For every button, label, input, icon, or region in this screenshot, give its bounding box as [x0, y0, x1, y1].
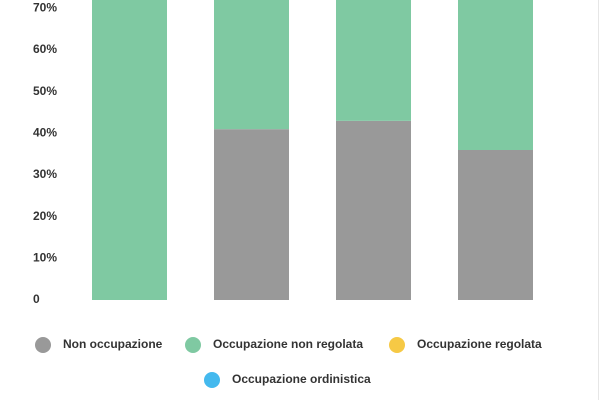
- legend-label: Occupazione non regolata: [213, 337, 363, 351]
- y-tick-label: 0: [33, 292, 40, 306]
- y-tick-label: 50%: [33, 84, 57, 98]
- bar-segment: [336, 0, 411, 121]
- bar-segment: [214, 0, 289, 130]
- bar-segment: [458, 0, 533, 150]
- bar-segment: [458, 150, 533, 300]
- legend-label: Occupazione ordinistica: [232, 372, 371, 386]
- y-tick-label: 60%: [33, 42, 57, 56]
- bar-segment: [336, 120, 411, 300]
- legend-swatch: [185, 337, 201, 353]
- y-tick-label: 30%: [33, 167, 57, 181]
- y-tick-label: 40%: [33, 126, 57, 140]
- legend-swatch: [204, 372, 220, 388]
- legend-label: Occupazione regolata: [417, 337, 542, 351]
- legend-swatch: [389, 337, 405, 353]
- y-tick-label: 70%: [33, 1, 57, 15]
- y-tick-label: 10%: [33, 251, 57, 265]
- bar-segment: [92, 0, 167, 300]
- legend-label: Non occupazione: [63, 337, 163, 351]
- plot-area: [92, 0, 533, 300]
- bar-segment: [214, 129, 289, 300]
- legend-swatch: [35, 337, 51, 353]
- y-tick-label: 20%: [33, 209, 57, 223]
